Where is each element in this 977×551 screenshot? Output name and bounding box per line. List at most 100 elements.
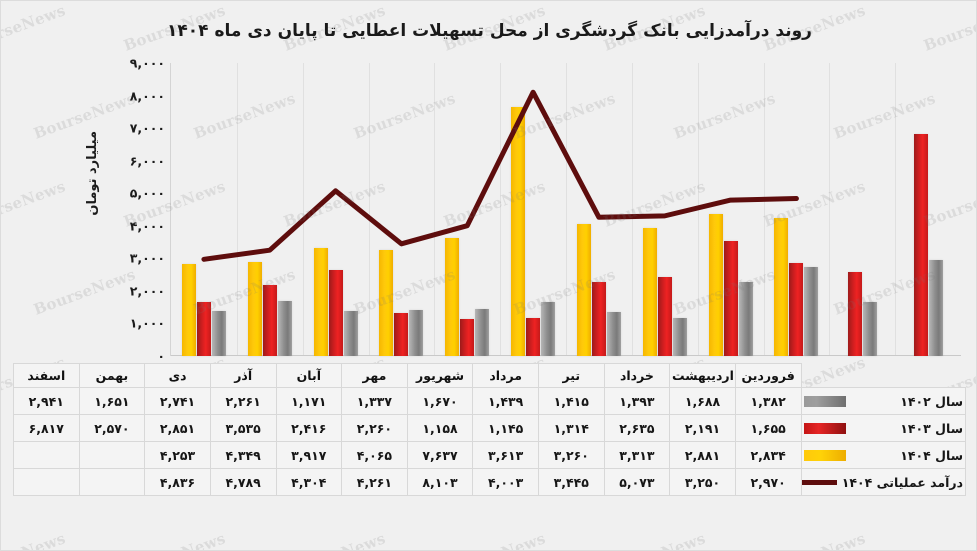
plot-area [170, 63, 961, 356]
table-cell: ۱,۶۸۸ [669, 387, 736, 415]
bar-2 [847, 272, 862, 356]
legend-item-1[interactable]: سال ۱۴۰۲ [800, 387, 966, 415]
column-header-1: فروردین [734, 363, 802, 388]
bar-group [566, 63, 632, 356]
bar-3 [774, 217, 789, 356]
bar-2 [723, 240, 738, 356]
y-axis-tick: ۶,۰۰۰ [129, 153, 165, 169]
table-body: سال ۱۴۰۲ ۱,۳۸۲ ۱,۶۸۸ ۱,۳۹۳ ۱,۴۱۵ ۱,۴۳۹ ۱,۶۷۰ ۱,… [13, 387, 966, 496]
table-cell: ۳,۲۵۰ [669, 468, 736, 496]
vertical-gridline [631, 63, 633, 356]
bar-group [895, 63, 961, 356]
bar-2 [789, 263, 804, 356]
table-cell: ۴,۰۰۳ [472, 468, 539, 496]
bar-2 [591, 282, 606, 356]
bar-3 [445, 238, 460, 356]
column-header-10: دی [144, 363, 211, 388]
table-cell [13, 441, 80, 469]
table-cell: ۱,۴۳۹ [472, 387, 539, 415]
table-cell: ۱,۱۵۸ [406, 414, 474, 442]
bar-3 [379, 249, 394, 356]
table-header-row: فروردین اردیبهشت خرداد تیر مرداد شهریور مهر آبا… [13, 363, 966, 388]
y-axis: ۹,۰۰۰ ۸,۰۰۰ ۷,۰۰۰ ۶,۰۰۰ ۵,۰۰۰ ۴,۰۰۰ ۳,۰۰۰ ۲,۰۰۰… [97, 56, 165, 364]
table-cell: ۳,۴۴۵ [538, 468, 605, 496]
bar-2 [460, 318, 475, 356]
bar-1 [606, 312, 621, 356]
bar-1 [277, 301, 292, 356]
table-cell [13, 468, 80, 496]
legend-label: سال ۱۴۰۲ [900, 393, 963, 409]
table-cell: ۱,۶۵۱ [78, 387, 146, 415]
y-axis-tick: ۷,۰۰۰ [129, 120, 165, 136]
table-cell: ۳,۶۱۳ [472, 441, 539, 469]
legend-swatch [803, 449, 846, 461]
vertical-gridline [236, 63, 238, 356]
bar-1 [409, 309, 424, 356]
table-cell: ۱,۱۷۱ [275, 387, 343, 415]
legend-item-3[interactable]: سال ۱۴۰۴ [800, 441, 966, 469]
vertical-gridline [895, 63, 897, 356]
column-header-3: خرداد [603, 363, 671, 388]
legend-label: درآمد عملیاتی ۱۴۰۴ [841, 474, 963, 490]
chart-title: روند درآمدزایی بانک گردشگری از محل تسهیل… [167, 21, 812, 41]
table-head: فروردین اردیبهشت خرداد تیر مرداد شهریور مهر آبا… [13, 363, 966, 388]
y-axis-tick: ۵,۰۰۰ [129, 185, 165, 201]
bar-3 [708, 214, 723, 356]
legend-item-4[interactable]: درآمد عملیاتی ۱۴۰۴ [800, 468, 966, 496]
legend-label: سال ۱۴۰۳ [900, 420, 963, 436]
bar-3 [642, 228, 657, 356]
legend-item-2[interactable]: سال ۱۴۰۳ [800, 414, 966, 442]
watermark-text: BourseNews [1, 529, 68, 550]
table-row: درآمد عملیاتی ۱۴۰۴ ۲,۹۷۰ ۳,۲۵۰ ۵,۰۷۳ ۳,۴۴۵ ۴,… [13, 468, 966, 496]
y-axis-tick: ۰ [157, 348, 165, 364]
watermark-text: BourseNews [121, 529, 228, 550]
y-axis-tick: ۳,۰۰۰ [129, 250, 165, 266]
bar-group [434, 63, 500, 356]
table-cell: ۲,۹۷۰ [734, 468, 802, 496]
data-table: فروردین اردیبهشت خرداد تیر مرداد شهریور مهر آبا… [13, 363, 966, 496]
bar-group [171, 63, 237, 356]
table-cell: ۲,۸۳۴ [734, 441, 802, 469]
vertical-gridline [302, 63, 304, 356]
table-cell: ۲,۴۱۶ [275, 414, 343, 442]
column-header-2: اردیبهشت [669, 363, 736, 388]
watermark-text: BourseNews [761, 529, 868, 550]
bar-2 [657, 277, 672, 356]
bar-2 [526, 318, 541, 356]
table-cell: ۲,۷۴۱ [144, 387, 211, 415]
column-header-9: آذر [209, 363, 277, 388]
column-header-12: اسفند [13, 363, 80, 388]
table-cell: ۸,۱۰۳ [406, 468, 474, 496]
table-cell: ۴,۸۳۶ [144, 468, 211, 496]
table-cell: ۳,۹۱۷ [275, 441, 343, 469]
table-cell: ۴,۳۰۴ [275, 468, 343, 496]
bar-3 [576, 223, 591, 356]
bar-group [632, 63, 698, 356]
bar-3 [181, 263, 196, 356]
table-cell: ۵,۰۷۳ [603, 468, 671, 496]
table-cell: ۳,۳۱۳ [603, 441, 671, 469]
vertical-gridline [434, 63, 436, 356]
table-cell: ۲,۸۵۱ [144, 414, 211, 442]
table-row: سال ۱۴۰۲ ۱,۳۸۲ ۱,۶۸۸ ۱,۳۹۳ ۱,۴۱۵ ۱,۴۳۹ ۱,۶۷۰ ۱,… [13, 387, 966, 415]
bar-1 [738, 282, 753, 356]
y-axis-line [170, 63, 171, 356]
table-cell: ۴,۳۴۹ [209, 441, 277, 469]
bar-group [764, 63, 830, 356]
table-cell: ۲,۲۶۱ [209, 387, 277, 415]
y-axis-tick: ۲,۰۰۰ [129, 283, 165, 299]
legend-label: سال ۱۴۰۴ [900, 447, 963, 463]
vertical-gridline [829, 63, 831, 356]
y-axis-tick: ۱,۰۰۰ [129, 315, 165, 331]
table-cell: ۷,۶۳۷ [406, 441, 474, 469]
legend-swatch [803, 422, 846, 434]
table-cell: ۲,۶۳۵ [603, 414, 671, 442]
table-cell: ۲,۵۷۰ [78, 414, 146, 442]
operating-income-line [201, 89, 799, 262]
table-cell: ۱,۳۹۳ [603, 387, 671, 415]
vertical-gridline [500, 63, 502, 356]
vertical-gridline [763, 63, 765, 356]
bar-2 [196, 302, 211, 356]
bar-1 [804, 266, 819, 356]
